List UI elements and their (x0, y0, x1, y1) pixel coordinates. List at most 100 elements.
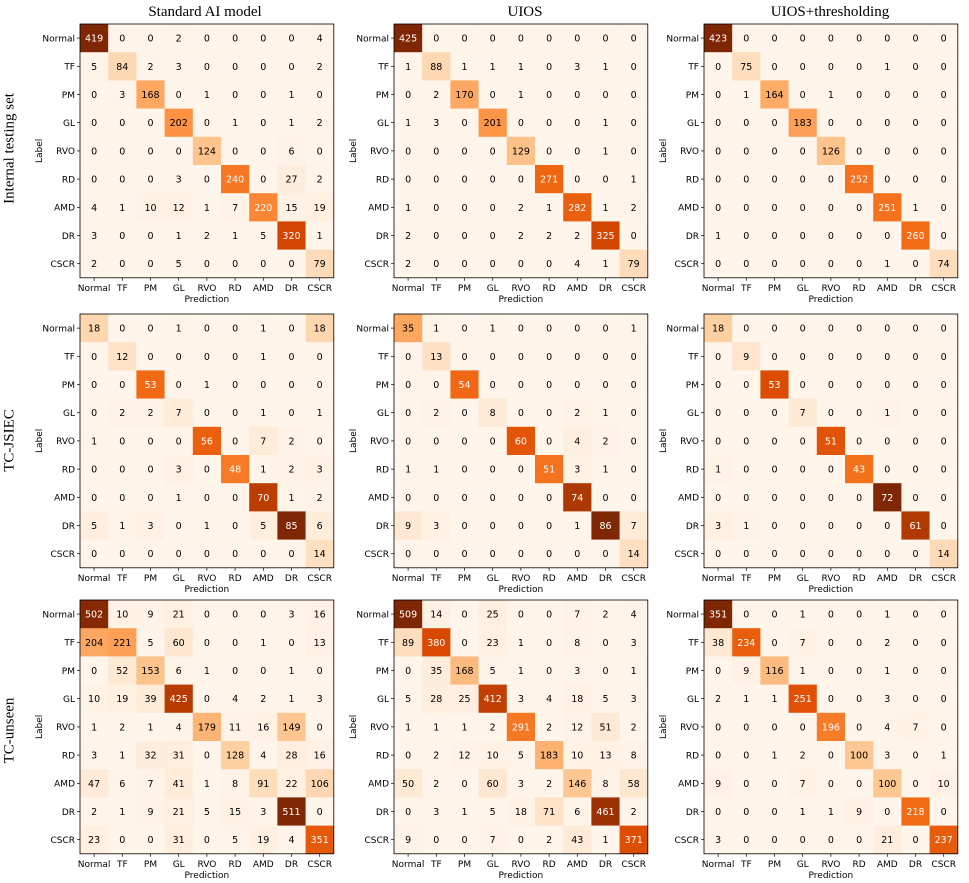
heatmap-cell (450, 600, 479, 629)
heatmap-cell (506, 24, 536, 53)
cell-value: 0 (771, 638, 777, 649)
cell-value: 0 (147, 465, 153, 476)
heatmap-cell (760, 136, 789, 166)
cell-value: 0 (204, 175, 210, 186)
heatmap-cell (563, 24, 592, 53)
cell-value: 0 (884, 436, 890, 447)
cell-value: 0 (490, 231, 496, 242)
heatmap-cell (108, 539, 137, 569)
y-tick-label: Normal (42, 34, 75, 44)
heatmap-cell (816, 628, 846, 657)
cell-value: 0 (518, 324, 524, 335)
heatmap-cell (760, 314, 789, 343)
heatmap-cell (221, 108, 250, 138)
cell-value: 9 (147, 807, 153, 818)
y-axis-label: Label (35, 139, 45, 163)
heatmap-cell (164, 193, 194, 222)
x-tick-label: DR (285, 860, 298, 870)
cell-value: 0 (912, 118, 918, 129)
heatmap-cell (619, 684, 649, 714)
heatmap-cell (929, 398, 959, 428)
heatmap-cell (394, 656, 423, 685)
heatmap-cell (591, 136, 620, 166)
cell-value: 1 (771, 751, 777, 762)
cell-value: 0 (232, 259, 238, 270)
cell-value: 0 (631, 118, 637, 129)
cell-value: 1 (119, 203, 125, 214)
heatmap-cell (788, 24, 818, 53)
cell-value: 0 (204, 118, 210, 129)
cell-value: 4 (232, 694, 238, 705)
heatmap-cell (506, 165, 536, 194)
heatmap-cell (788, 249, 818, 279)
heatmap-cell (816, 52, 846, 81)
cell-value: 74 (938, 259, 950, 270)
x-tick-label: DR (285, 574, 298, 584)
heatmap-cell (450, 684, 479, 714)
cell-value: 2 (433, 90, 439, 101)
cell-value: 0 (912, 352, 918, 363)
cell-value: 2 (317, 493, 323, 504)
cell-value: 0 (119, 549, 125, 560)
heatmap-cell (535, 136, 564, 166)
heatmap-cell (506, 108, 536, 138)
heatmap-cell (221, 314, 250, 343)
cell-value: 2 (631, 203, 637, 214)
cell-value: 0 (828, 324, 834, 335)
heatmap-cell (164, 80, 194, 109)
heatmap-cell (506, 769, 536, 798)
cell-value: 0 (715, 352, 721, 363)
cell-value: 0 (743, 380, 749, 391)
cell-value: 0 (518, 465, 524, 476)
cell-value: 0 (856, 146, 862, 157)
cell-value: 0 (119, 465, 125, 476)
cell-value: 1 (119, 751, 125, 762)
y-tick-label: DR (376, 808, 389, 818)
cell-value: 0 (147, 436, 153, 447)
cell-value: 0 (800, 380, 806, 391)
cell-value: 6 (119, 779, 125, 790)
cell-value: 0 (574, 380, 580, 391)
cell-value: 0 (546, 549, 552, 560)
cell-value: 0 (288, 259, 294, 270)
heatmap-cell (192, 221, 222, 250)
heatmap-cell (108, 628, 137, 657)
cell-value: 0 (828, 638, 834, 649)
heatmap-cell (845, 741, 874, 770)
cell-value: 0 (800, 324, 806, 335)
heatmap-cell (221, 136, 250, 166)
cell-value: 371 (625, 835, 643, 846)
heatmap-cell (108, 656, 137, 685)
x-tick-label: RVO (197, 284, 216, 294)
x-tick-label: TF (740, 860, 752, 870)
heatmap-cell (136, 52, 165, 81)
heatmap-cell (80, 80, 109, 109)
cell-value: 7 (800, 779, 806, 790)
cell-value: 1 (288, 90, 294, 101)
y-tick-label: AMD (54, 780, 75, 790)
cell-value: 4 (546, 694, 552, 705)
heatmap-cell (221, 539, 250, 569)
cell-value: 425 (399, 34, 417, 45)
heatmap-cell (901, 797, 930, 826)
y-tick-label: GL (687, 119, 699, 129)
heatmap-cell (478, 684, 508, 714)
cell-value: 0 (912, 90, 918, 101)
cell-value: 0 (232, 610, 238, 621)
cell-value: 149 (282, 722, 300, 733)
heatmap-cell (164, 628, 194, 657)
heatmap-cell (249, 193, 278, 222)
cell-value: 511 (282, 807, 300, 818)
x-tick-label: RVO (821, 860, 840, 870)
cell-value: 1 (260, 408, 266, 419)
heatmap-cell (929, 825, 959, 855)
heatmap-cell (901, 511, 930, 540)
heatmap-cell (164, 600, 194, 629)
cell-value: 3 (715, 521, 721, 532)
cell-value: 0 (941, 146, 947, 157)
heatmap-cell (845, 80, 874, 109)
heatmap-cell (929, 600, 959, 629)
cell-value: 0 (490, 90, 496, 101)
heatmap-cell (394, 24, 423, 53)
heatmap-cell (136, 656, 165, 685)
